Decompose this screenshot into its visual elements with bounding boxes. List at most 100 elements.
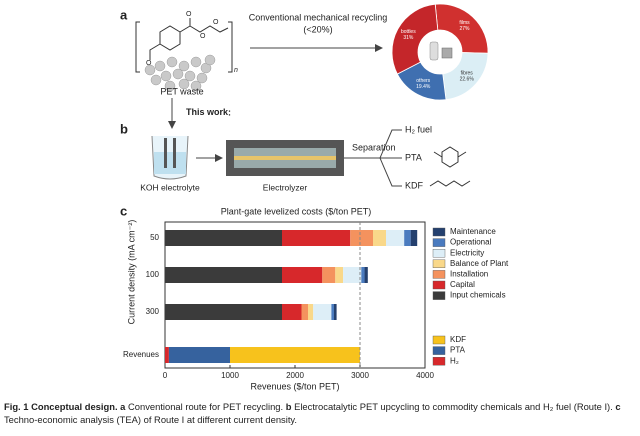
bar-segment <box>168 347 230 363</box>
caption-label: c <box>615 401 621 412</box>
icon <box>441 47 453 59</box>
pet-particles <box>144 54 216 92</box>
x-tick-label: 0 <box>163 371 168 380</box>
source-label: PET waste <box>160 86 203 96</box>
legend-label: KDF <box>450 335 466 344</box>
particle <box>164 80 176 92</box>
atom: O <box>213 19 219 26</box>
legend-label: Electricity <box>450 248 484 257</box>
repeat-unit: n <box>234 67 238 74</box>
slice-label: bottles <box>401 29 416 35</box>
slice-value: 31% <box>403 35 414 41</box>
bar-segment <box>386 230 405 246</box>
legend-label: Installation <box>450 270 488 279</box>
separation-lines <box>344 129 402 187</box>
bar-segment <box>282 267 323 283</box>
caption-text: Conventional route for PET recycling. <box>128 401 284 412</box>
bar-segment <box>282 230 351 246</box>
product: H₂ fuel <box>405 124 432 134</box>
bar-segment <box>313 304 332 320</box>
x-tick-label: 2000 <box>286 371 304 380</box>
slice-label: fibres <box>461 70 474 76</box>
bar-segment <box>165 230 282 246</box>
figure: a O O O O n PET waste Conventional mecha… <box>120 3 509 391</box>
product: PTA <box>405 152 422 162</box>
bar-segment <box>331 304 334 320</box>
bar-segment <box>343 267 362 283</box>
legend-swatch <box>432 248 446 258</box>
legend-swatch <box>432 346 446 355</box>
bar-segment <box>165 267 282 283</box>
legend-swatch <box>432 227 446 237</box>
y-tick-label: Revenues <box>123 350 159 359</box>
pet-structure <box>135 18 233 73</box>
particle <box>196 72 208 84</box>
caption: Fig. 1 Conceptual design. a Conventional… <box>4 400 634 426</box>
legend-swatch <box>432 291 446 300</box>
particle <box>166 56 178 68</box>
legend-swatch <box>432 259 446 268</box>
icon <box>429 41 439 61</box>
bar-segment <box>350 230 373 246</box>
donut-slice <box>391 3 439 75</box>
bar-segment <box>308 304 314 320</box>
particle <box>178 78 190 90</box>
particle <box>178 60 190 72</box>
caption-label: Fig. 1 Conceptual design. <box>4 401 118 412</box>
particle <box>184 70 196 82</box>
particle <box>204 54 216 66</box>
bar-segment <box>404 230 411 246</box>
donut-slice <box>434 3 489 54</box>
y-tick-label: 100 <box>146 270 160 279</box>
particle <box>190 56 202 68</box>
electrolyzer <box>226 140 344 176</box>
legend-swatch <box>432 335 446 345</box>
legend-swatch <box>432 280 446 290</box>
atom: O <box>146 60 152 67</box>
slice-label: others <box>416 78 430 84</box>
legend-swatch <box>432 238 446 247</box>
panel-label: b <box>120 121 128 136</box>
bar-segment <box>230 347 360 363</box>
bar-segment <box>165 347 169 363</box>
caption-text: Electrocatalytic PET upcycling to commod… <box>294 401 613 412</box>
caption-label: a <box>120 401 126 412</box>
slice-label: films <box>459 20 470 26</box>
legend-swatch <box>432 357 446 366</box>
slice-value: 22.6% <box>460 76 475 82</box>
bar-segment <box>335 267 344 283</box>
particle <box>144 64 156 76</box>
legend-label: Input chemicals <box>450 291 506 300</box>
this-work: This work: <box>186 107 231 117</box>
electrolyte-label: KOH electrolyte <box>140 182 200 192</box>
cost-chart: Plant-gate levelized costs ($/ton PET) 0 1… <box>123 206 509 391</box>
panel-label: a <box>120 7 128 22</box>
bar-segment <box>361 267 365 283</box>
bar-segment <box>364 267 368 283</box>
arrow-label: Conventional mechanical recycling <box>249 12 388 22</box>
atom: O <box>186 11 192 18</box>
legend-swatch <box>432 270 446 279</box>
legend-label: PTA <box>450 346 466 355</box>
panel-label: c <box>120 203 127 218</box>
bar-segment <box>322 267 336 283</box>
bar-segment <box>410 230 418 246</box>
y-tick-label: 50 <box>150 233 159 242</box>
atom: O <box>200 33 206 40</box>
legend-label: Operational <box>450 238 492 247</box>
caption-label: b <box>285 401 292 412</box>
bar-segment <box>334 304 337 320</box>
particle <box>160 70 172 82</box>
bar-segment <box>282 304 302 320</box>
x-tick-label: 3000 <box>351 371 369 380</box>
bar-segment <box>301 304 308 320</box>
product-structures <box>429 146 471 187</box>
x-axis-label: Revenues ($/ton PET) <box>250 381 339 391</box>
particle <box>172 68 184 80</box>
x-tick-label: 1000 <box>221 371 239 380</box>
particle <box>150 74 162 86</box>
beaker <box>151 135 189 180</box>
slice-value: 19.4% <box>416 84 431 90</box>
